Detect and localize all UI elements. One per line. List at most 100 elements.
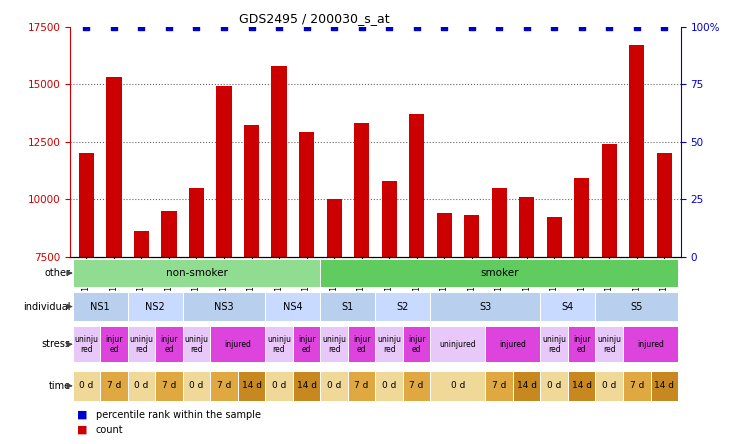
Bar bbox=[293, 371, 320, 400]
Bar bbox=[568, 326, 595, 362]
Text: uninju
red: uninju red bbox=[542, 335, 566, 353]
Bar bbox=[568, 371, 595, 400]
Text: 0 d: 0 d bbox=[134, 381, 149, 390]
Bar bbox=[100, 371, 128, 400]
Bar bbox=[128, 292, 183, 321]
Text: non-smoker: non-smoker bbox=[166, 268, 227, 278]
Bar bbox=[107, 77, 121, 257]
Bar bbox=[100, 326, 128, 362]
Bar bbox=[73, 259, 320, 287]
Bar bbox=[547, 218, 562, 257]
Bar bbox=[375, 371, 403, 400]
Bar bbox=[540, 292, 595, 321]
Bar bbox=[431, 292, 540, 321]
Text: injur
ed: injur ed bbox=[353, 335, 370, 353]
Bar bbox=[73, 292, 128, 321]
Bar bbox=[210, 326, 265, 362]
Bar bbox=[403, 371, 431, 400]
Bar bbox=[244, 126, 259, 257]
Bar bbox=[238, 371, 265, 400]
Text: S3: S3 bbox=[479, 301, 492, 312]
Text: NS2: NS2 bbox=[145, 301, 165, 312]
Bar bbox=[595, 326, 623, 362]
Text: injur
ed: injur ed bbox=[105, 335, 123, 353]
Bar bbox=[155, 371, 183, 400]
Text: 7 d: 7 d bbox=[162, 381, 176, 390]
Point bbox=[191, 23, 202, 30]
Point bbox=[246, 23, 258, 30]
Point bbox=[411, 23, 422, 30]
Text: individual: individual bbox=[23, 301, 71, 312]
Text: 7 d: 7 d bbox=[107, 381, 121, 390]
Point bbox=[328, 23, 340, 30]
Bar bbox=[183, 326, 210, 362]
Bar bbox=[540, 371, 568, 400]
Bar bbox=[299, 132, 314, 257]
Bar bbox=[623, 326, 678, 362]
Point bbox=[383, 23, 395, 30]
Text: uninju
red: uninju red bbox=[130, 335, 154, 353]
Bar bbox=[436, 213, 452, 257]
Text: injur
ed: injur ed bbox=[298, 335, 315, 353]
Point bbox=[273, 23, 285, 30]
Point bbox=[218, 23, 230, 30]
Bar bbox=[327, 199, 342, 257]
Bar bbox=[623, 371, 651, 400]
Text: 14 d: 14 d bbox=[297, 381, 316, 390]
Bar bbox=[431, 371, 486, 400]
Point bbox=[355, 23, 367, 30]
Bar bbox=[595, 371, 623, 400]
Bar bbox=[431, 326, 486, 362]
Text: NS3: NS3 bbox=[214, 301, 234, 312]
Text: 0 d: 0 d bbox=[602, 381, 617, 390]
Text: 0 d: 0 d bbox=[79, 381, 93, 390]
Text: injur
ed: injur ed bbox=[160, 335, 177, 353]
Bar bbox=[513, 371, 540, 400]
Text: 7 d: 7 d bbox=[492, 381, 506, 390]
Text: uninju
red: uninju red bbox=[597, 335, 621, 353]
Text: uninju
red: uninju red bbox=[377, 335, 401, 353]
Bar bbox=[272, 66, 286, 257]
Bar bbox=[73, 371, 100, 400]
Text: 14 d: 14 d bbox=[654, 381, 674, 390]
Bar bbox=[265, 326, 293, 362]
Text: uninju
red: uninju red bbox=[74, 335, 99, 353]
Text: S2: S2 bbox=[397, 301, 409, 312]
Title: GDS2495 / 200030_s_at: GDS2495 / 200030_s_at bbox=[239, 12, 389, 25]
Point bbox=[466, 23, 478, 30]
Text: uninjured: uninjured bbox=[439, 340, 476, 349]
Text: 0 d: 0 d bbox=[382, 381, 396, 390]
Text: 7 d: 7 d bbox=[409, 381, 424, 390]
Bar bbox=[540, 326, 568, 362]
Text: S1: S1 bbox=[342, 301, 354, 312]
Text: smoker: smoker bbox=[480, 268, 518, 278]
Bar bbox=[574, 178, 590, 257]
Text: 0 d: 0 d bbox=[272, 381, 286, 390]
Text: injured: injured bbox=[224, 340, 251, 349]
Point bbox=[604, 23, 615, 30]
Bar bbox=[519, 197, 534, 257]
Text: ■: ■ bbox=[77, 409, 88, 420]
Point bbox=[631, 23, 643, 30]
Bar bbox=[293, 326, 320, 362]
Bar bbox=[320, 326, 348, 362]
Point bbox=[493, 23, 505, 30]
Bar bbox=[128, 371, 155, 400]
Text: injured: injured bbox=[500, 340, 526, 349]
Text: 0 d: 0 d bbox=[547, 381, 562, 390]
Text: percentile rank within the sample: percentile rank within the sample bbox=[96, 409, 261, 420]
Bar bbox=[595, 292, 678, 321]
Point bbox=[80, 23, 92, 30]
Bar bbox=[73, 326, 100, 362]
Bar bbox=[657, 153, 672, 257]
Text: 7 d: 7 d bbox=[355, 381, 369, 390]
Bar bbox=[629, 45, 644, 257]
Text: 0 d: 0 d bbox=[327, 381, 342, 390]
Text: 0 d: 0 d bbox=[450, 381, 465, 390]
Text: 14 d: 14 d bbox=[241, 381, 261, 390]
Bar bbox=[375, 292, 431, 321]
Bar bbox=[602, 144, 617, 257]
Text: NS1: NS1 bbox=[91, 301, 110, 312]
Text: count: count bbox=[96, 425, 124, 435]
Bar bbox=[381, 181, 397, 257]
